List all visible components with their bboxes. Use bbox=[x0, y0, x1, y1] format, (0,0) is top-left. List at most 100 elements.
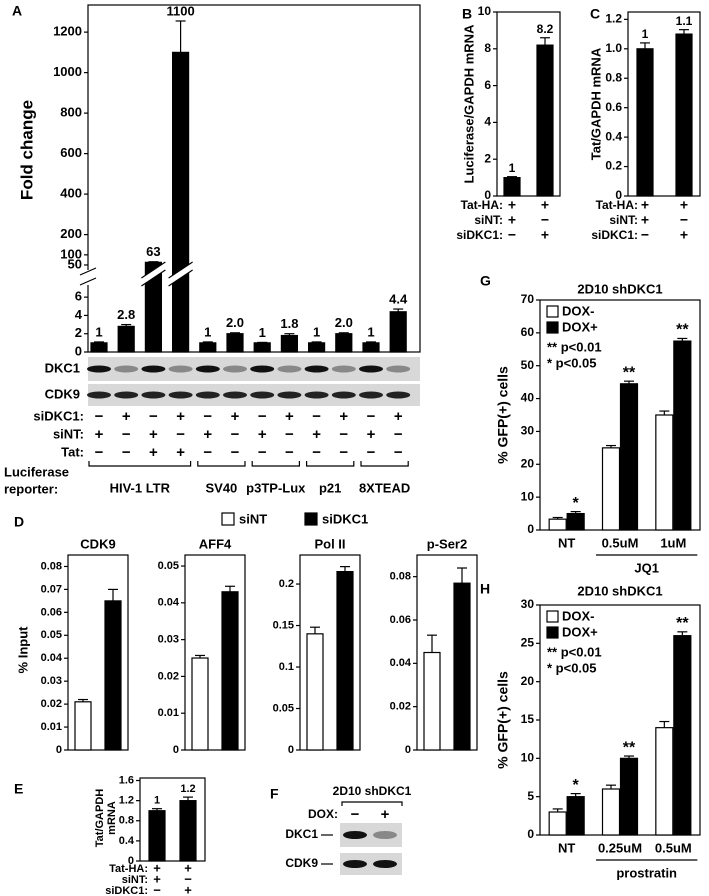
plot-frame bbox=[496, 11, 561, 197]
plot-frame bbox=[416, 554, 478, 751]
subplot-title: AFF4 bbox=[199, 536, 232, 551]
bar bbox=[362, 342, 380, 353]
bar-break bbox=[141, 261, 166, 279]
group-bracket bbox=[88, 461, 192, 467]
axis-break-gap bbox=[85, 270, 91, 285]
y-tick-label: 200 bbox=[60, 226, 82, 241]
bar bbox=[566, 512, 585, 531]
y-tick-label: 0.2 bbox=[279, 578, 294, 590]
condition-sign: + bbox=[203, 426, 212, 443]
condition-label: siDKC1: bbox=[591, 228, 638, 242]
y-tick-label: 70 bbox=[521, 292, 535, 306]
condition-sign: + bbox=[394, 408, 403, 425]
y-tick-label: 0.06 bbox=[390, 614, 411, 626]
blot-band bbox=[386, 365, 411, 373]
y-axis-label: Tat/GAPDH mRNA bbox=[588, 47, 603, 160]
y-tick-label: 0 bbox=[527, 522, 534, 536]
group-label: p21 bbox=[319, 480, 341, 495]
y-tick-label: 1.0 bbox=[605, 41, 622, 55]
blot-band bbox=[141, 391, 166, 399]
y-tick-label: 0 bbox=[173, 744, 179, 756]
legend-swatch bbox=[546, 626, 559, 639]
condition-sign: − bbox=[285, 426, 294, 443]
plot-frame bbox=[627, 11, 701, 197]
condition-sign: + bbox=[153, 860, 161, 875]
y-tick-label: 0.03 bbox=[41, 675, 62, 687]
y-tick-label: 1.2 bbox=[119, 795, 134, 807]
bar bbox=[117, 325, 135, 353]
condition-label: Tat: bbox=[61, 444, 84, 459]
bar bbox=[179, 800, 197, 862]
bar bbox=[199, 342, 217, 353]
bar bbox=[90, 342, 108, 353]
y-tick-label: 4 bbox=[75, 307, 83, 322]
bar bbox=[636, 48, 654, 197]
blot-band bbox=[359, 365, 383, 373]
x-tick-label: 0.5uM bbox=[602, 535, 639, 550]
note: ** p<0.01 bbox=[547, 339, 602, 354]
condition-label: siNT: bbox=[53, 426, 84, 441]
condition-sign: + bbox=[339, 408, 348, 425]
y-axis-label: Fold change bbox=[17, 100, 36, 200]
y-tick-label: 800 bbox=[60, 105, 82, 120]
bar bbox=[601, 788, 621, 836]
condition-sign: + bbox=[680, 197, 688, 213]
legend-swatch bbox=[304, 512, 318, 526]
reporter-label: reporter: bbox=[4, 481, 58, 496]
y-tick-label: 10 bbox=[521, 751, 535, 765]
y-tick-label: 0.04 bbox=[41, 652, 63, 664]
bar bbox=[619, 757, 639, 836]
y-tick-label: 1200 bbox=[53, 24, 82, 39]
legend-swatch bbox=[546, 305, 559, 318]
y-tick-label: 0.8 bbox=[605, 70, 622, 84]
condition-sign: − bbox=[351, 806, 360, 823]
condition-sign: + bbox=[184, 860, 192, 875]
y-tick-label: 1000 bbox=[53, 64, 82, 79]
condition-sign: − bbox=[176, 426, 185, 443]
y-tick-label: 60 bbox=[521, 325, 535, 339]
panel-letter: C bbox=[590, 6, 600, 22]
y-tick-label: 30 bbox=[521, 597, 535, 611]
value-label: 63 bbox=[146, 244, 160, 259]
condition-sign: + bbox=[641, 197, 649, 213]
blot-band bbox=[114, 365, 139, 373]
y-tick-label: 0 bbox=[484, 188, 491, 202]
bar bbox=[655, 414, 674, 531]
bar bbox=[453, 582, 471, 751]
legend-label: DOX+ bbox=[562, 624, 598, 639]
y-tick-label: 2 bbox=[75, 325, 82, 340]
bar-break bbox=[141, 269, 166, 287]
y-tick-label: 0.07 bbox=[41, 583, 62, 595]
group-bracket bbox=[360, 461, 409, 467]
condition-sign: − bbox=[508, 227, 516, 243]
y-tick-label: 50 bbox=[521, 358, 535, 372]
condition-sign: − bbox=[339, 444, 348, 461]
condition-sign: − bbox=[184, 871, 192, 886]
blot-label: CDK9 bbox=[285, 856, 318, 870]
y-tick-label: 0 bbox=[75, 343, 82, 358]
blot-band bbox=[331, 365, 356, 373]
condition-sign: − bbox=[680, 212, 688, 228]
bar bbox=[191, 657, 209, 751]
condition-sign: + bbox=[258, 426, 267, 443]
reporter-label: Luciferase bbox=[4, 464, 69, 479]
y-tick-label: 0.04 bbox=[390, 657, 412, 669]
legend-label: siNT bbox=[239, 511, 267, 526]
y-tick-label: 0.01 bbox=[41, 721, 62, 733]
condition-sign: − bbox=[149, 408, 158, 425]
bar bbox=[306, 633, 324, 751]
blot-band bbox=[373, 831, 397, 839]
bar bbox=[548, 518, 567, 531]
y-tick-label: 1.2 bbox=[605, 12, 622, 26]
bar bbox=[280, 334, 298, 353]
condition-sign: − bbox=[203, 444, 212, 461]
plot-frame bbox=[87, 4, 421, 353]
value-label: 1 bbox=[642, 27, 649, 41]
condition-sign: + bbox=[680, 227, 688, 243]
plot-frame bbox=[299, 554, 361, 751]
blot-title: 2D10 shDKC1 bbox=[333, 784, 412, 798]
y-axis-label: % Input bbox=[15, 626, 30, 674]
value-label: 8.2 bbox=[537, 22, 554, 36]
condition-sign: + bbox=[541, 197, 549, 213]
